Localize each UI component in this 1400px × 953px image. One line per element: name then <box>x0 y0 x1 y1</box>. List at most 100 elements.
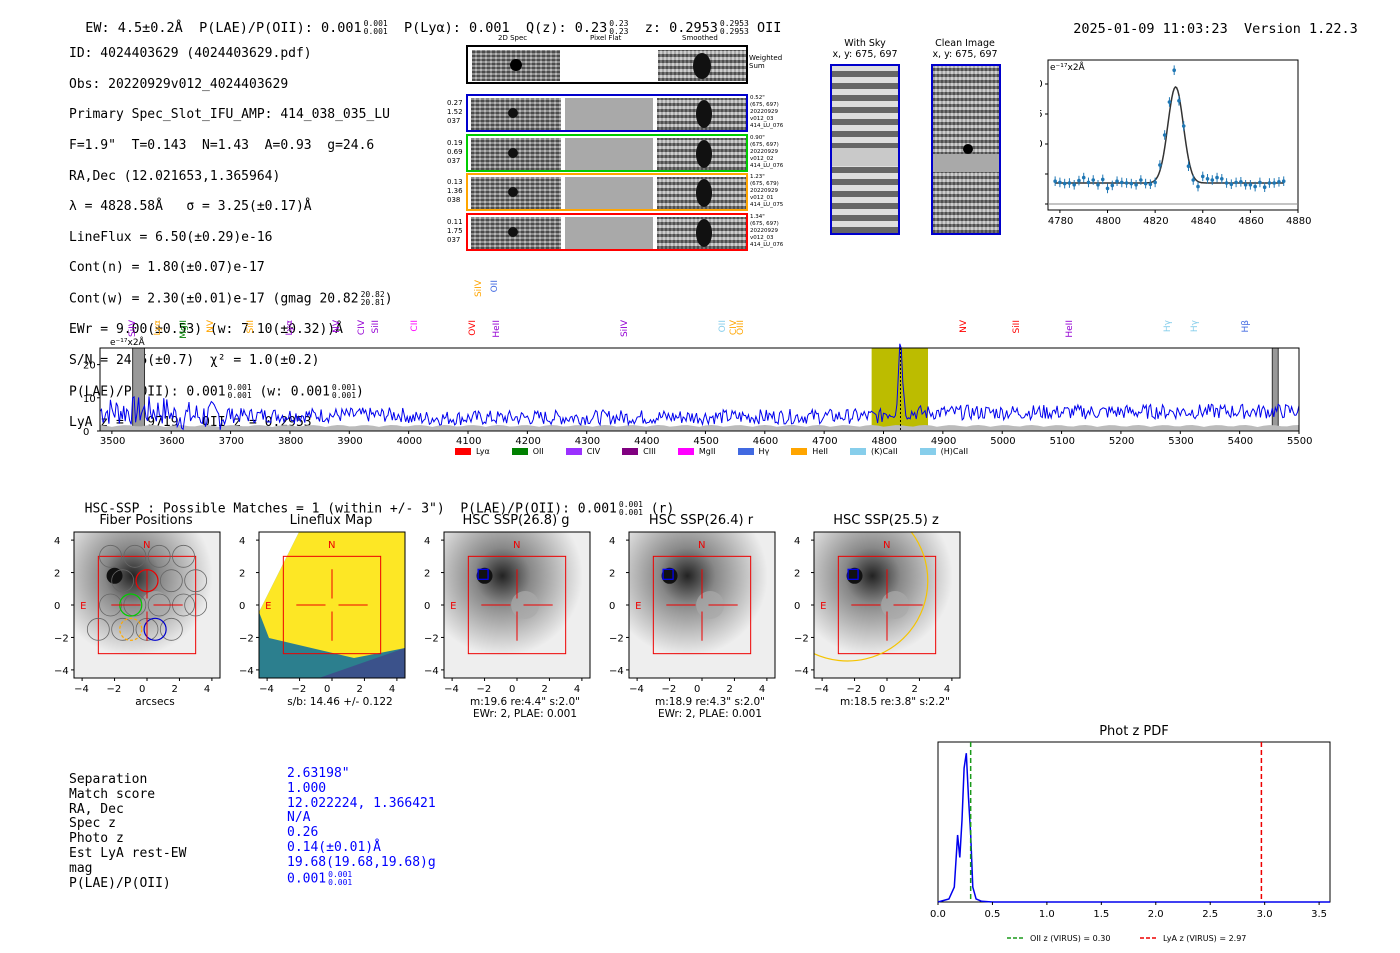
fit-point <box>1243 183 1248 187</box>
hsc-xtick-label: 0 <box>139 684 145 695</box>
fit-point <box>1262 185 1267 189</box>
with-sky-title: With Sky x, y: 675, 697 <box>832 38 898 60</box>
hsc-search-box <box>652 555 752 655</box>
photz-title: Phot z PDF <box>1099 724 1169 739</box>
fit-point <box>1072 183 1076 187</box>
fit-xtick-label: 4800 <box>1096 216 1121 227</box>
hsc-panel-title: HSC SSP(25.5) z <box>833 513 939 528</box>
spectrum-xtick-label: 5500 <box>1287 436 1312 447</box>
match-value: 19.68(19.68,19.68)g <box>287 854 436 870</box>
hsc-ytick-label: −2 <box>54 633 69 644</box>
photz-xtick-label: 3.0 <box>1257 909 1273 920</box>
spectrum-error-band <box>100 425 1299 431</box>
photz-pdf-line <box>937 753 1330 903</box>
hsc-panel-caption: s/b: 14.46 +/- 0.122 <box>287 696 393 708</box>
fit-point <box>1277 180 1281 184</box>
hsc-panel: N E 4 2 0 −2 −4 −4 −2 0 2 4 <box>424 531 591 695</box>
match-value: N/A <box>287 810 311 826</box>
hsc-ytick-label: −4 <box>424 666 439 677</box>
hsc-aperture <box>662 568 674 580</box>
east-label: E <box>635 601 641 612</box>
fit-point <box>1215 175 1219 180</box>
spectrum-xtick-label: 5000 <box>990 436 1015 447</box>
spectrum-xtick-label: 3800 <box>278 436 303 447</box>
hsc-xtick-label: −2 <box>847 684 862 695</box>
cutout-right-stats: 0.52" (675, 697) 20220929 v012_03 414_LU_076 <box>750 95 784 129</box>
fit-frame <box>1047 59 1299 211</box>
spectrum-line-label: OII <box>718 320 729 333</box>
hsc-ytick-label: 2 <box>239 569 245 580</box>
fiber-circle <box>159 617 183 641</box>
spectrum-line-label: CII <box>409 320 420 332</box>
fit-point <box>1210 178 1215 182</box>
fiber-blue <box>143 617 167 641</box>
match-value: 0.001 0.001 0.001 <box>287 869 353 887</box>
hsc-source <box>846 567 863 584</box>
legend-swatch <box>511 448 528 455</box>
fiber-circle <box>172 544 195 568</box>
hsc-xtick-label: −4 <box>444 684 459 695</box>
match-label: Separation <box>69 772 148 787</box>
hsc-xtick-label: 4 <box>759 684 765 695</box>
hsc-ytick-label: 2 <box>424 569 430 580</box>
spectrum-xtick-label: 4700 <box>812 436 837 447</box>
spectrum-legend: Lyα OII CIV CIII MgII Hγ HeII (K)CaII (H)CaII <box>455 447 990 456</box>
cutout-right-stats: 1.23" (675, 679) 20220929 v012_01 414_LU_075 <box>750 174 784 208</box>
header-plya: P(Lyα): 0.001 <box>404 20 510 36</box>
hsc-xtick-label: −4 <box>74 684 89 695</box>
legend-label: MgII <box>698 447 716 456</box>
spectrum-xtick-label: 4100 <box>456 436 481 447</box>
hsc-search-box <box>467 555 567 655</box>
north-label: N <box>883 540 890 551</box>
spectrum-line-label: Hγ <box>1190 320 1201 333</box>
hsc-ytick-label: 4 <box>239 536 245 547</box>
fit-unit-label: e⁻¹⁷x2Å <box>1050 61 1086 73</box>
hsc-panel: N E 4 2 0 −2 −4 −4 −2 0 2 4 <box>239 531 406 695</box>
hsc-xtick-label: −4 <box>629 684 644 695</box>
north-label: N <box>698 540 705 551</box>
cutout-row <box>466 212 748 251</box>
photz-xtick-label: 3.5 <box>1311 909 1327 920</box>
spectrum-line-label: SiII <box>246 320 257 334</box>
fit-point <box>1120 180 1124 185</box>
legend-swatch <box>677 448 694 455</box>
match-label: Est LyA rest-EW <box>69 845 187 861</box>
fit-point <box>1272 181 1276 185</box>
hsc-xtick-label: −4 <box>259 684 274 695</box>
spectrum-line-label: SiII <box>371 320 381 334</box>
fit-point <box>1105 186 1110 191</box>
legend-label: (K)CaII <box>870 447 898 456</box>
cutout-right-stats: 1.34" (675, 697) 20220929 v012_03 414_LU_076 <box>750 213 784 248</box>
hsc-panel-caption: m:18.9 re:4.3" s:2.0" EWr: 2, PLAE: 0.001 <box>655 696 765 720</box>
hsc-ytick-label: −2 <box>424 633 439 644</box>
spectrum-xtick-label: 4200 <box>515 436 540 447</box>
fit-point <box>1224 181 1229 185</box>
fit-point <box>1096 183 1100 187</box>
hsc-aperture <box>477 568 489 580</box>
match-label: Photo z <box>69 831 124 847</box>
with-sky-image <box>830 64 900 235</box>
fiber-circle <box>86 617 110 641</box>
hsc-panel: N E 4 2 0 −2 −4 −4 −2 0 2 4 <box>609 531 776 695</box>
north-label: N <box>328 540 335 551</box>
cutout-source <box>508 187 518 197</box>
hsc-source <box>661 567 678 584</box>
lineflux-dim-region <box>319 648 405 678</box>
hsc-ytick-label: 4 <box>794 536 800 547</box>
cutout-left-stats: 0.27 1.52 037 <box>447 99 463 125</box>
hsc-xtick-label: 2 <box>726 684 732 695</box>
legend-item: Lyα <box>455 447 490 456</box>
fit-point <box>1139 178 1143 182</box>
match-value: 12.022224, 1.366421 <box>287 795 436 811</box>
fit-point <box>1100 177 1105 182</box>
spectrum-xtick-label: 4900 <box>931 436 956 447</box>
cutout-smooth-source <box>696 218 712 247</box>
fit-xtick-label: 4880 <box>1286 216 1311 227</box>
match-label: Spec z <box>69 816 116 832</box>
fit-xtick-label: 4840 <box>1191 216 1216 227</box>
spectrum-line-label: SiII <box>1012 320 1023 334</box>
photz-xtick-label: 0.5 <box>984 909 1000 920</box>
info-obs: Obs: 20220929v012_4024403629 <box>69 76 289 92</box>
line-fit-plot: 05101520478048004820484048604880e⁻¹⁷x2Å <box>1040 59 1311 227</box>
spectrum-masked-region <box>1271 347 1279 432</box>
